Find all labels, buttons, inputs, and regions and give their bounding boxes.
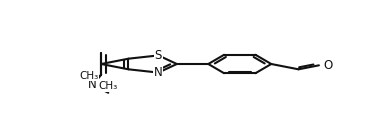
Text: CH₃: CH₃ — [79, 71, 98, 81]
Text: O: O — [324, 59, 333, 72]
Text: N: N — [154, 66, 163, 79]
Text: S: S — [155, 49, 162, 62]
Text: CH₃: CH₃ — [99, 81, 118, 91]
Text: N: N — [88, 78, 97, 91]
